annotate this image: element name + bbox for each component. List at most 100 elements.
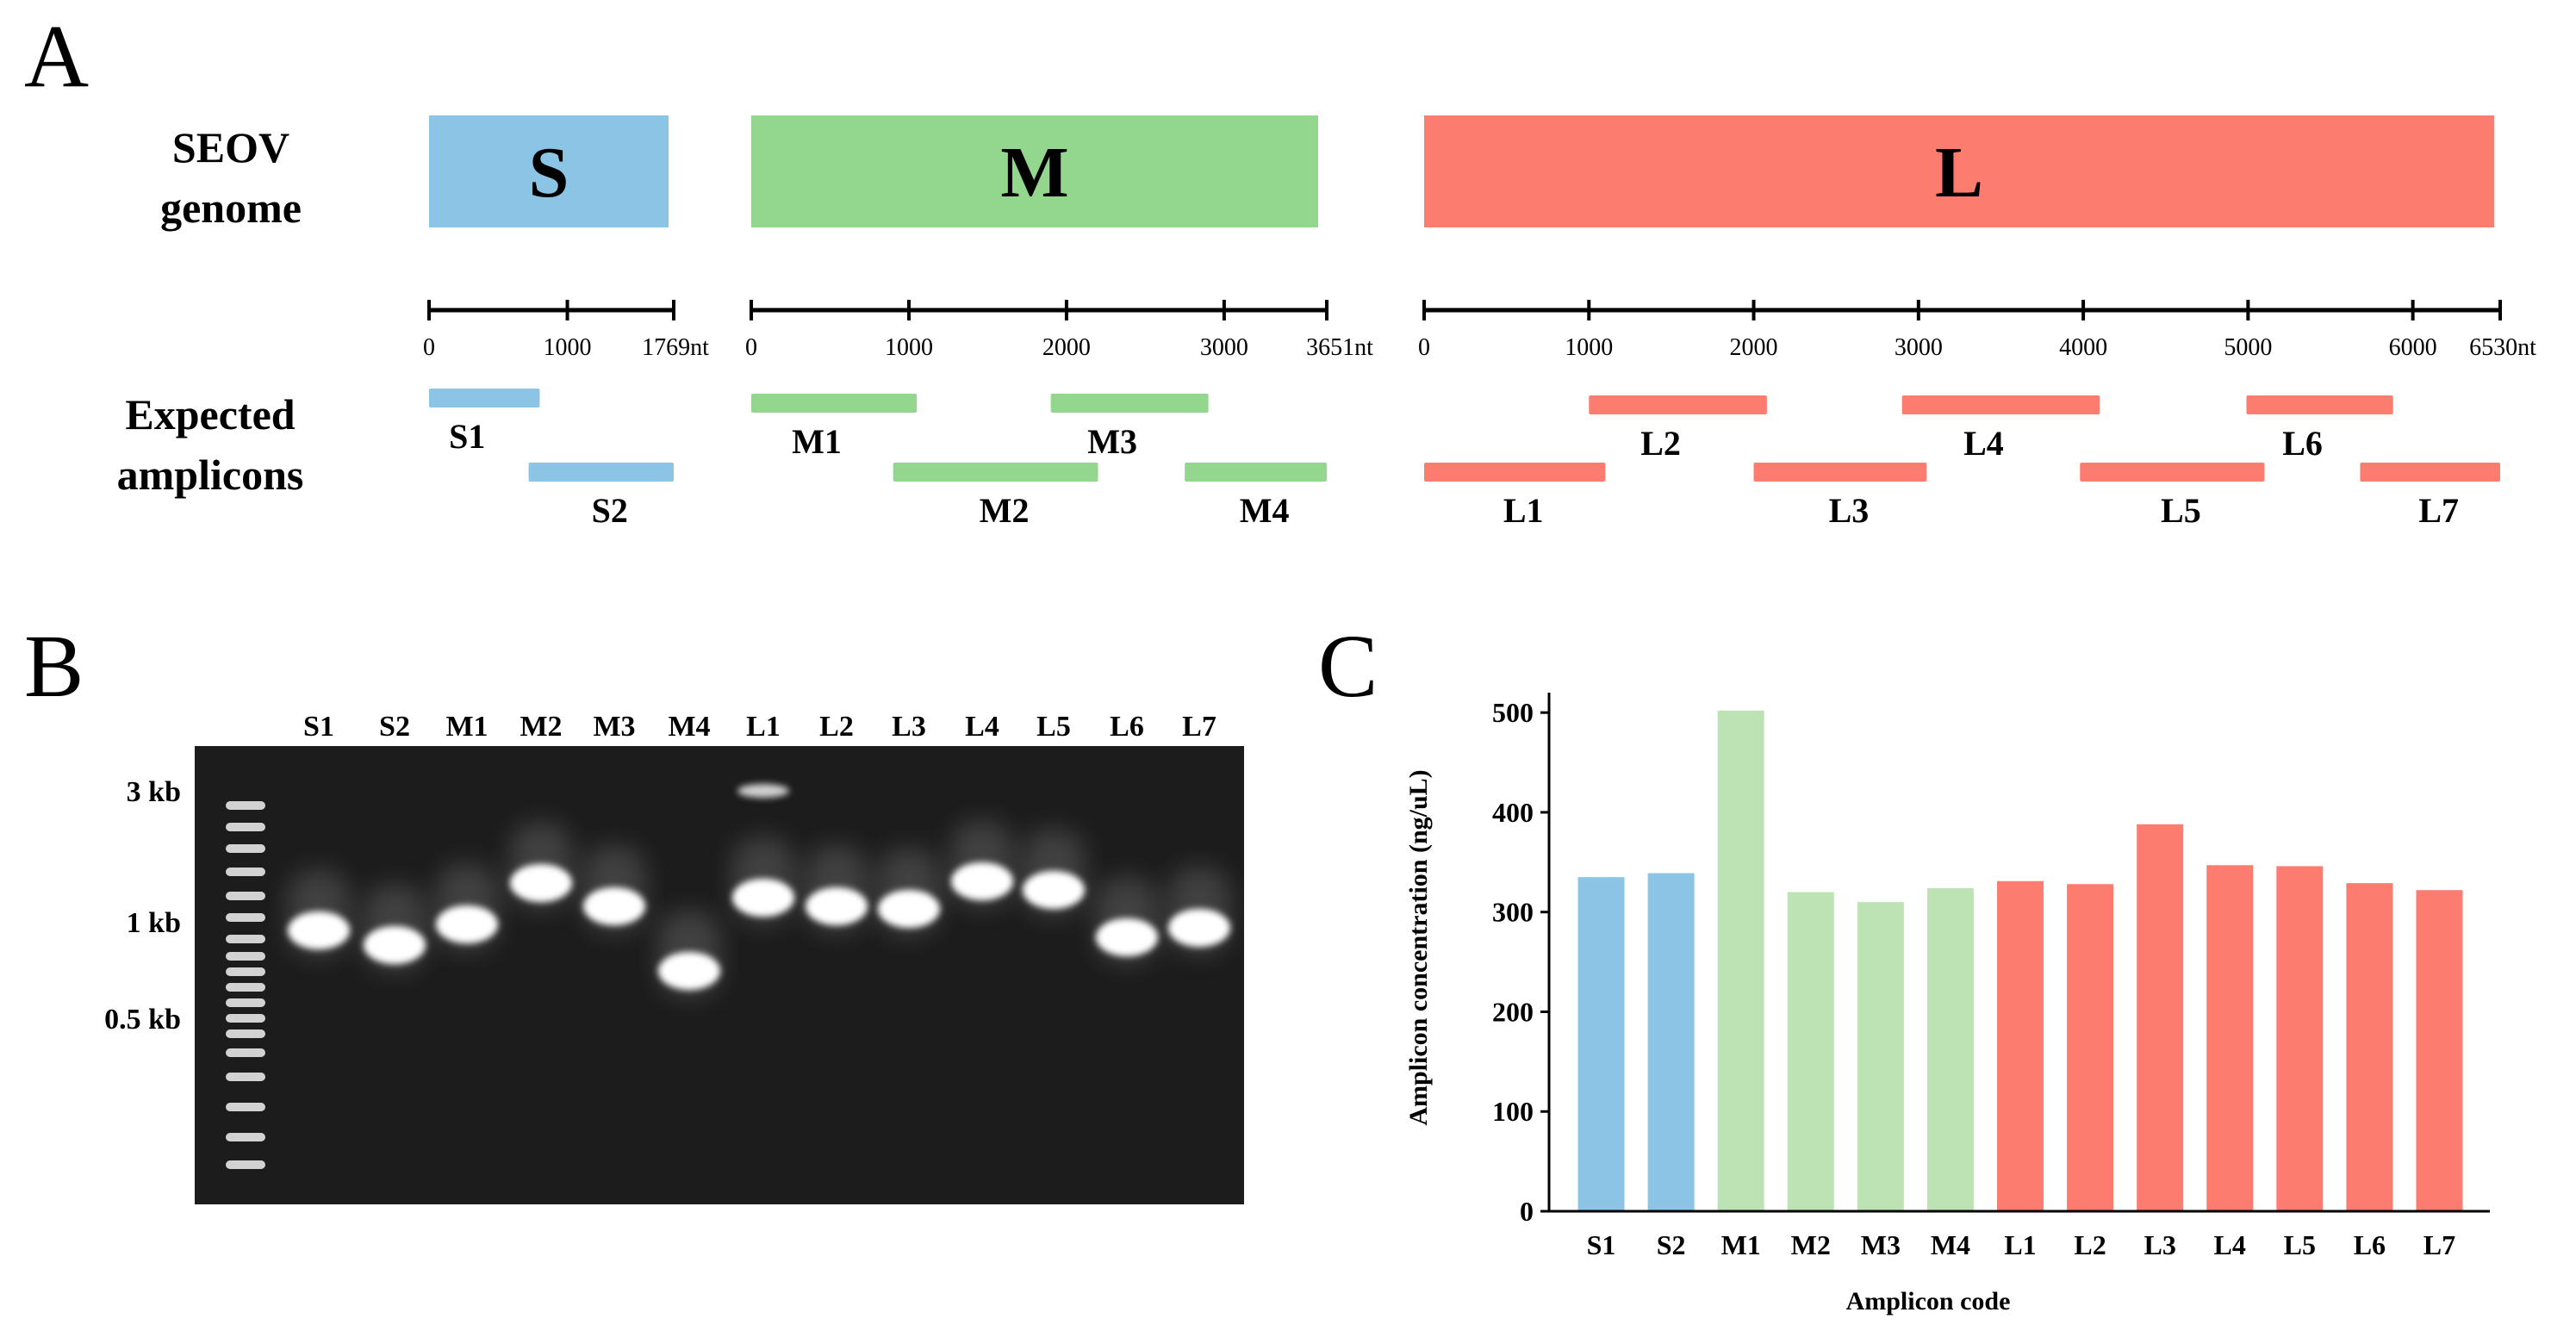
x-tick-label-s2: S2 <box>1657 1229 1686 1260</box>
y-tick-label: 0 <box>1520 1196 1534 1227</box>
bar-m4 <box>1926 887 1974 1211</box>
ladder-band <box>226 1048 265 1057</box>
lane-label-l4: L4 <box>965 711 999 743</box>
segment-l-tick-label: 5000 <box>2224 334 2272 361</box>
ladder-band <box>226 844 265 853</box>
amplicon-l2-label: L2 <box>1640 424 1681 463</box>
y-axis-title: Amplicon concentration (ng/uL) <box>1404 769 1433 1125</box>
genome-label-line1: SEOV <box>172 123 289 171</box>
amplicon-l6-bar <box>2246 395 2393 414</box>
x-tick-label-l2: L2 <box>2074 1229 2106 1260</box>
segment-l-end-label: 6530nt <box>2469 334 2536 361</box>
gel-band-l2 <box>806 887 868 925</box>
y-tick-label: 300 <box>1492 897 1534 928</box>
ladder-band <box>226 967 265 976</box>
bar-m2 <box>1787 892 1834 1211</box>
x-tick-label-l4: L4 <box>2214 1229 2246 1260</box>
amplicon-l6-label: L6 <box>2282 424 2323 463</box>
bar-m3 <box>1857 902 1904 1211</box>
y-tick-label: 400 <box>1492 797 1534 828</box>
lane-label-l5: L5 <box>1036 711 1071 743</box>
amplicons-label-line2: amplicons <box>117 451 304 499</box>
amplicon-m1-label: M1 <box>792 422 842 461</box>
ladder-band <box>226 998 265 1007</box>
segment-l-tick-label: 6000 <box>2389 334 2437 361</box>
amplicon-l1-bar <box>1424 463 1606 482</box>
gel-band-l4 <box>951 862 1013 900</box>
x-axis-title: Amplicon code <box>1846 1287 2011 1315</box>
ladder-band <box>226 913 265 922</box>
amplicon-m4-bar <box>1185 463 1327 482</box>
segment-s-tick-label: 0 <box>423 334 435 361</box>
lane-label-l2: L2 <box>819 711 854 743</box>
segment-s-box <box>429 115 669 227</box>
segment-l-tick-label: 4000 <box>2059 334 2107 361</box>
x-tick-label-l3: L3 <box>2144 1229 2175 1260</box>
amplicon-l7-label: L7 <box>2418 491 2459 530</box>
dna-ladder <box>226 801 265 1169</box>
x-tick-label-l1: L1 <box>2004 1229 2036 1260</box>
amplicon-m4-label: M4 <box>1240 491 1290 530</box>
segment-m-tick-label: 2000 <box>1042 334 1091 361</box>
lane-label-s1: S1 <box>303 711 334 743</box>
lane-label-m2: M2 <box>520 711 562 743</box>
marker-label-3kb: 3 kb <box>127 776 181 808</box>
x-tick-label-l7: L7 <box>2424 1229 2455 1260</box>
segment-m-tick-label: 1000 <box>885 334 933 361</box>
lane-label-s2: S2 <box>379 711 410 743</box>
amplicon-m3-bar <box>1050 394 1209 413</box>
gel-band-l5 <box>1023 871 1085 909</box>
genome-map: S 0 1000 1769nt S1 S2 M 0 1000 2000 3000 3651nt M1 M2… <box>423 115 2536 530</box>
amplicons-label-line1: Expected <box>125 390 295 438</box>
segment-s-end-label: 1769nt <box>642 334 709 361</box>
ladder-band <box>226 1160 265 1169</box>
amplicon-m2-label: M2 <box>980 491 1030 530</box>
ladder-band <box>226 935 265 943</box>
lane-label-l3: L3 <box>892 711 926 743</box>
segment-l-box <box>1424 115 2494 227</box>
bar-s2 <box>1647 873 1695 1211</box>
bar-s1 <box>1577 877 1625 1211</box>
lane-label-m4: M4 <box>668 711 710 743</box>
amplicon-l1-label: L1 <box>1503 491 1544 530</box>
x-tick-label-m2: M2 <box>1791 1229 1831 1260</box>
ladder-band <box>226 823 265 831</box>
lane-label-m1: M1 <box>445 711 488 743</box>
segment-l-label: L <box>1935 133 1983 213</box>
bar-l4 <box>2206 865 2254 1211</box>
amplicon-l4-label: L4 <box>1963 424 2004 463</box>
bar-l1 <box>1997 880 2044 1211</box>
ladder-band <box>226 1073 265 1081</box>
segment-m-label: M <box>1000 133 1068 213</box>
bar-l3 <box>2137 824 2184 1211</box>
amplicon-m2-bar <box>893 463 1098 482</box>
bar-chart: 0 100 200 300 400 500 S1 S2 M1 M2 M3 M4 L1 L2 L3 L4 L5 L… <box>1404 693 2490 1315</box>
gel-band-l3 <box>878 890 940 928</box>
ladder-band <box>226 868 265 876</box>
amplicon-l7-bar <box>2360 463 2500 482</box>
amplicon-l3-label: L3 <box>1829 491 1870 530</box>
marker-label-1kb: 1 kb <box>127 907 181 939</box>
x-tick-label-s1: S1 <box>1587 1229 1616 1260</box>
gel-band-l1-high <box>737 784 789 798</box>
segment-s-tick-label: 1000 <box>544 334 592 361</box>
ladder-band <box>226 892 265 900</box>
amplicon-l5-bar <box>2080 463 2265 482</box>
amplicon-l4-bar <box>1901 395 2100 414</box>
gel-panel: S1 S2 M1 M2 M3 M4 L1 L2 L3 L4 L5 L6 L7 3 kb 1 kb 0.5… <box>104 711 1244 1204</box>
x-tick-label-l5: L5 <box>2284 1229 2316 1260</box>
panel-a-letter: A <box>24 7 89 106</box>
gel-band-m1 <box>436 905 498 943</box>
genome-label-line2: genome <box>160 183 302 232</box>
bar-l2 <box>2067 884 2114 1211</box>
ladder-band <box>226 1103 265 1111</box>
ladder-band <box>226 1133 265 1141</box>
x-tick-label-m3: M3 <box>1861 1229 1901 1260</box>
gel-band-l7 <box>1168 909 1230 947</box>
segment-l-tick-label: 2000 <box>1730 334 1778 361</box>
amplicon-s2-label: S2 <box>592 491 628 530</box>
marker-label-0.5kb: 0.5 kb <box>104 1004 181 1036</box>
amplicon-s2-bar <box>528 463 674 482</box>
gel-band-s2 <box>364 926 426 964</box>
